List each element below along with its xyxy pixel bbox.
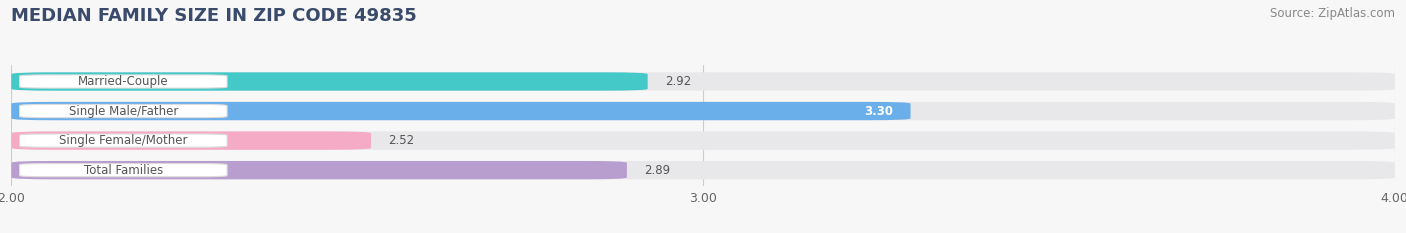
Text: 3.30: 3.30: [865, 105, 893, 117]
FancyBboxPatch shape: [11, 131, 371, 150]
Text: MEDIAN FAMILY SIZE IN ZIP CODE 49835: MEDIAN FAMILY SIZE IN ZIP CODE 49835: [11, 7, 418, 25]
Text: Single Female/Mother: Single Female/Mother: [59, 134, 187, 147]
FancyBboxPatch shape: [20, 104, 228, 118]
FancyBboxPatch shape: [11, 161, 627, 179]
FancyBboxPatch shape: [11, 102, 1395, 120]
Text: Single Male/Father: Single Male/Father: [69, 105, 179, 117]
FancyBboxPatch shape: [11, 161, 1395, 179]
Text: Total Families: Total Families: [84, 164, 163, 177]
FancyBboxPatch shape: [11, 102, 911, 120]
Text: 2.89: 2.89: [644, 164, 671, 177]
FancyBboxPatch shape: [11, 72, 648, 91]
FancyBboxPatch shape: [11, 72, 1395, 91]
FancyBboxPatch shape: [20, 164, 228, 177]
Text: Source: ZipAtlas.com: Source: ZipAtlas.com: [1270, 7, 1395, 20]
Text: Married-Couple: Married-Couple: [77, 75, 169, 88]
Text: 2.52: 2.52: [388, 134, 415, 147]
FancyBboxPatch shape: [20, 75, 228, 88]
Text: 2.92: 2.92: [665, 75, 692, 88]
FancyBboxPatch shape: [11, 131, 1395, 150]
FancyBboxPatch shape: [20, 134, 228, 147]
